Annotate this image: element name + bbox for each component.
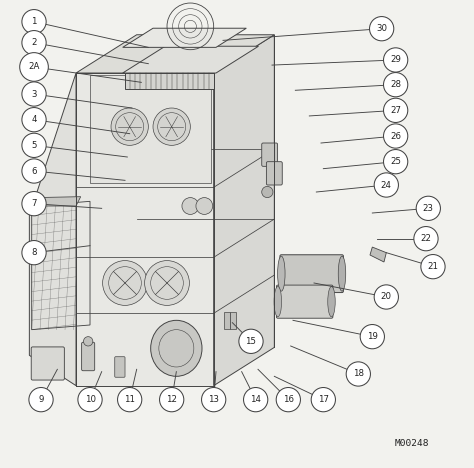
- Text: 5: 5: [31, 141, 37, 150]
- FancyBboxPatch shape: [276, 285, 333, 318]
- Circle shape: [346, 362, 371, 386]
- Text: 18: 18: [353, 369, 364, 379]
- Polygon shape: [76, 73, 214, 386]
- Text: 16: 16: [283, 395, 294, 404]
- Polygon shape: [90, 75, 211, 183]
- Circle shape: [383, 150, 408, 174]
- Text: 14: 14: [250, 395, 261, 404]
- Text: 28: 28: [390, 80, 401, 89]
- FancyBboxPatch shape: [262, 143, 278, 166]
- Circle shape: [244, 388, 268, 412]
- Circle shape: [182, 197, 199, 214]
- Ellipse shape: [274, 286, 282, 317]
- Polygon shape: [123, 46, 258, 73]
- Text: 12: 12: [166, 395, 177, 404]
- Circle shape: [78, 388, 102, 412]
- Circle shape: [29, 388, 53, 412]
- Text: 13: 13: [208, 395, 219, 404]
- Polygon shape: [370, 247, 386, 262]
- FancyBboxPatch shape: [115, 357, 125, 377]
- FancyBboxPatch shape: [31, 347, 64, 380]
- Circle shape: [414, 227, 438, 251]
- Circle shape: [360, 324, 384, 349]
- Circle shape: [118, 388, 142, 412]
- FancyBboxPatch shape: [82, 342, 95, 371]
- Circle shape: [111, 108, 148, 146]
- Text: 2: 2: [31, 38, 37, 47]
- Ellipse shape: [338, 256, 346, 291]
- Text: 20: 20: [381, 292, 392, 301]
- Circle shape: [153, 108, 191, 146]
- Text: 22: 22: [420, 234, 431, 243]
- Ellipse shape: [328, 286, 335, 317]
- Circle shape: [160, 388, 184, 412]
- Circle shape: [83, 336, 93, 346]
- Circle shape: [22, 159, 46, 183]
- Text: 21: 21: [428, 262, 438, 271]
- Circle shape: [374, 173, 399, 197]
- Text: 24: 24: [381, 181, 392, 190]
- Circle shape: [102, 261, 147, 306]
- Circle shape: [145, 261, 190, 306]
- Circle shape: [22, 133, 46, 157]
- Ellipse shape: [278, 256, 285, 291]
- Circle shape: [22, 241, 46, 265]
- Circle shape: [383, 98, 408, 123]
- Polygon shape: [31, 197, 81, 206]
- Text: 19: 19: [367, 332, 378, 341]
- Circle shape: [196, 197, 213, 214]
- Text: 26: 26: [390, 132, 401, 140]
- Polygon shape: [123, 28, 246, 47]
- Circle shape: [262, 186, 273, 197]
- Text: 27: 27: [390, 106, 401, 115]
- Text: M00248: M00248: [395, 439, 429, 447]
- Circle shape: [22, 191, 46, 216]
- Circle shape: [20, 52, 48, 81]
- Circle shape: [22, 30, 46, 55]
- Text: 29: 29: [390, 55, 401, 65]
- FancyBboxPatch shape: [266, 161, 282, 185]
- Circle shape: [311, 388, 336, 412]
- Text: 4: 4: [31, 115, 37, 124]
- Text: 6: 6: [31, 167, 37, 176]
- Polygon shape: [29, 73, 76, 386]
- Circle shape: [201, 388, 226, 412]
- Bar: [125, 73, 214, 89]
- Bar: [230, 312, 236, 329]
- Text: 17: 17: [318, 395, 329, 404]
- Circle shape: [276, 388, 301, 412]
- Circle shape: [416, 196, 440, 220]
- Text: 9: 9: [38, 395, 44, 404]
- Circle shape: [383, 48, 408, 72]
- Text: 3: 3: [31, 89, 37, 99]
- Circle shape: [421, 255, 445, 279]
- Circle shape: [370, 16, 394, 41]
- Text: 30: 30: [376, 24, 387, 33]
- Polygon shape: [76, 35, 274, 73]
- Circle shape: [22, 82, 46, 106]
- Bar: [224, 312, 229, 329]
- FancyBboxPatch shape: [280, 255, 343, 292]
- Text: 2A: 2A: [28, 62, 40, 72]
- Circle shape: [383, 73, 408, 97]
- Text: 11: 11: [124, 395, 135, 404]
- Circle shape: [239, 329, 263, 353]
- Text: 8: 8: [31, 248, 37, 257]
- Circle shape: [383, 124, 408, 148]
- Text: 15: 15: [246, 337, 256, 346]
- Polygon shape: [214, 35, 274, 386]
- Circle shape: [22, 9, 46, 34]
- Text: 25: 25: [390, 157, 401, 166]
- Ellipse shape: [151, 320, 202, 376]
- Circle shape: [22, 108, 46, 132]
- Text: 7: 7: [31, 199, 37, 208]
- Circle shape: [374, 285, 399, 309]
- Text: 23: 23: [423, 204, 434, 213]
- Text: 1: 1: [31, 17, 37, 26]
- Text: 10: 10: [84, 395, 96, 404]
